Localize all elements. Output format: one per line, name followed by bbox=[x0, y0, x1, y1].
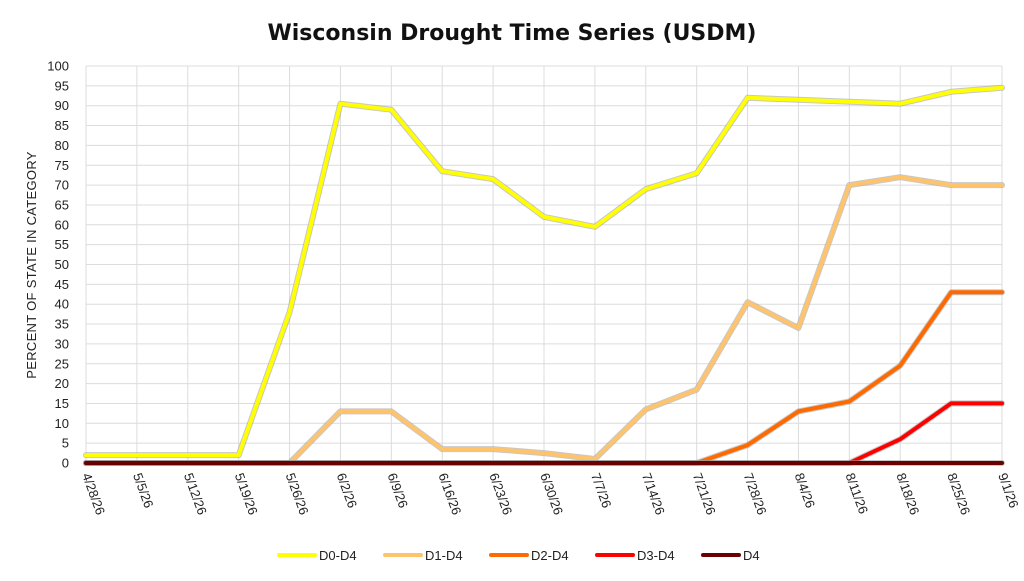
chart-title: Wisconsin Drought Time Series (USDM) bbox=[267, 21, 756, 46]
y-axis-label: PERCENT OF STATE IN CATEGORY bbox=[24, 151, 39, 379]
y-tick-labels: 0 5 10 15 20 25 30 35 40 45 50 55 60 65 70 75 80 85 90 95 10… bbox=[47, 59, 69, 471]
y-tick-label: 40 bbox=[55, 297, 69, 312]
x-tick-label: 8/25/26 bbox=[944, 471, 973, 517]
x-tick-label: 6/23/26 bbox=[486, 471, 515, 517]
series-line-d0-d4 bbox=[84, 85, 1004, 458]
y-tick-label: 75 bbox=[55, 158, 69, 173]
y-tick-label: 5 bbox=[62, 436, 69, 451]
y-tick-label: 0 bbox=[62, 456, 69, 471]
x-tick-label: 8/4/26 bbox=[792, 471, 818, 510]
legend-label: D4 bbox=[743, 548, 760, 563]
x-tick-label: 9/1/26 bbox=[995, 471, 1021, 510]
series-lines bbox=[83, 84, 1005, 466]
x-tick-label: 5/26/26 bbox=[283, 471, 312, 517]
y-tick-label: 95 bbox=[55, 78, 69, 93]
legend: D0-D4 D1-D4 D2-D4 D3-D4 D4 bbox=[277, 548, 760, 563]
y-tick-label: 10 bbox=[55, 416, 69, 431]
x-tick-label: 6/30/26 bbox=[537, 471, 566, 517]
x-tick-label: 5/12/26 bbox=[181, 471, 210, 517]
legend-label: D3-D4 bbox=[637, 548, 675, 563]
legend-item: D1-D4 bbox=[383, 548, 463, 563]
legend-item: D0-D4 bbox=[277, 548, 357, 563]
legend-label: D2-D4 bbox=[531, 548, 569, 563]
x-tick-label: 4/28/26 bbox=[79, 471, 108, 517]
x-tick-label: 8/11/26 bbox=[843, 471, 872, 516]
y-tick-label: 25 bbox=[55, 356, 69, 371]
y-tick-label: 45 bbox=[55, 277, 69, 292]
y-tick-label: 90 bbox=[55, 98, 69, 113]
legend-item: D2-D4 bbox=[489, 548, 569, 563]
x-tick-label: 6/2/26 bbox=[334, 471, 360, 510]
y-tick-label: 100 bbox=[47, 59, 69, 74]
x-tick-label: 7/21/26 bbox=[690, 471, 719, 517]
y-tick-label: 60 bbox=[55, 217, 69, 232]
legend-label: D0-D4 bbox=[319, 548, 357, 563]
legend-item: D3-D4 bbox=[595, 548, 675, 563]
y-tick-label: 80 bbox=[55, 138, 69, 153]
x-tick-label: 5/19/26 bbox=[232, 471, 261, 517]
y-tick-label: 15 bbox=[55, 396, 69, 411]
x-tick-labels: 4/28/26 5/5/26 5/12/26 5/19/26 5/26/26 6/2/26… bbox=[79, 471, 1021, 517]
x-tick-label: 6/9/26 bbox=[385, 471, 411, 510]
y-tick-label: 55 bbox=[55, 237, 69, 252]
x-tick-label: 7/7/26 bbox=[588, 471, 614, 510]
x-tick-label: 8/18/26 bbox=[893, 471, 922, 517]
legend-label: D1-D4 bbox=[425, 548, 463, 563]
y-tick-label: 50 bbox=[55, 257, 69, 272]
x-tick-label: 7/28/26 bbox=[741, 471, 770, 517]
legend-item: D4 bbox=[701, 548, 760, 563]
y-tick-label: 35 bbox=[55, 317, 69, 332]
y-tick-label: 30 bbox=[55, 336, 69, 351]
y-tick-label: 85 bbox=[55, 118, 69, 133]
x-tick-label: 5/5/26 bbox=[130, 471, 156, 510]
y-tick-label: 65 bbox=[55, 197, 69, 212]
grid-lines bbox=[85, 65, 1003, 464]
y-tick-label: 70 bbox=[55, 178, 69, 193]
y-tick-label: 20 bbox=[55, 376, 69, 391]
x-tick-label: 6/16/26 bbox=[435, 471, 464, 517]
x-tick-label: 7/14/26 bbox=[639, 471, 668, 517]
